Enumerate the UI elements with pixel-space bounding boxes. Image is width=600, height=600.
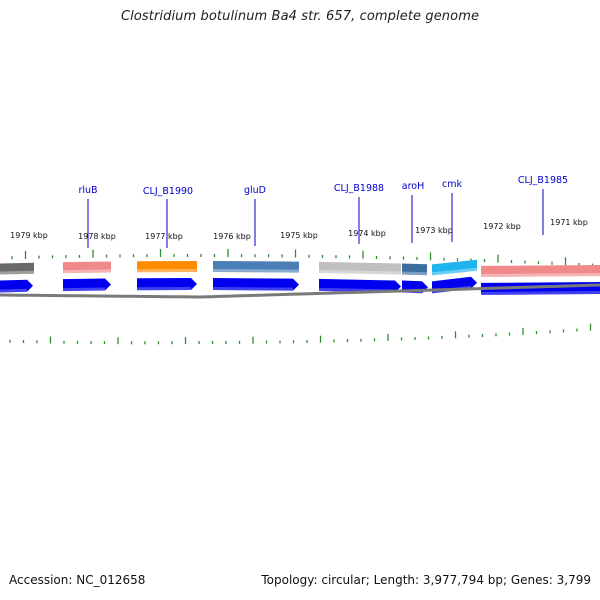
gene-label-aroh: aroH: [402, 181, 424, 192]
light-gray-block-shine: [319, 269, 401, 275]
CLJ_B1985-block-shine: [481, 273, 600, 277]
gene-arrow: [0, 279, 33, 293]
dark-gray-block-shine: [0, 270, 34, 275]
kbp-label-1974-kbp: 1974 kbp: [348, 229, 386, 238]
gene-label-glud: gluD: [244, 185, 266, 196]
gene-arrow-shine: [213, 287, 293, 291]
genome-summary-text: Topology: circular; Length: 3,977,794 bp…: [261, 573, 591, 587]
gene-arrow: [63, 278, 111, 292]
kbp-label-1976-kbp: 1976 kbp: [213, 232, 251, 241]
backbone-arc: [0, 283, 600, 299]
gene-label-clj-b1985: CLJ_B1985: [518, 175, 568, 186]
orange-block: [137, 261, 197, 273]
gluD-block-shine: [213, 269, 299, 273]
map-title: Clostridium botulinum Ba4 str. 657, comp…: [120, 9, 480, 24]
orange-block-shine: [137, 269, 197, 273]
CLJ_B1985-block: [481, 265, 600, 277]
light-gray-block: [319, 261, 401, 275]
rluB-block-shine: [63, 269, 111, 274]
kbp-label-1977-kbp: 1977 kbp: [145, 232, 183, 241]
kbp-label-1975-kbp: 1975 kbp: [280, 231, 318, 240]
cmk-block-shine: [432, 267, 477, 276]
dark-gray-block: [0, 262, 34, 275]
aroH-block-shine: [402, 271, 427, 276]
kbp-label-1971-kbp: 1971 kbp: [550, 218, 588, 227]
gene-label-clj-b1990: CLJ_B1990: [143, 186, 193, 197]
kbp-label-1978-kbp: 1978 kbp: [78, 232, 116, 241]
gene-arrow-shine: [137, 287, 191, 291]
kbp-label-1979-kbp: 1979 kbp: [10, 231, 48, 240]
gene-label-cmk: cmk: [442, 179, 462, 190]
accession-text: Accession: NC_012658: [9, 573, 146, 587]
gluD-block: [213, 261, 299, 273]
gene-arrow: [137, 278, 197, 291]
gene-arrow: [213, 278, 299, 291]
kbp-label-1972-kbp: 1972 kbp: [483, 222, 521, 231]
gene-label-rlub: rluB: [78, 185, 97, 196]
aroH-block: [402, 263, 427, 276]
rluB-block: [63, 261, 111, 274]
kbp-label-1973-kbp: 1973 kbp: [415, 226, 453, 235]
gene-arrow-shine: [481, 291, 600, 295]
cmk-block: [432, 259, 477, 276]
gene-arrow: [319, 278, 401, 293]
gene-arrow-shine: [63, 287, 105, 292]
gene-arrow-shine: [0, 288, 27, 293]
gene-label-clj-b1988: CLJ_B1988: [334, 183, 384, 194]
